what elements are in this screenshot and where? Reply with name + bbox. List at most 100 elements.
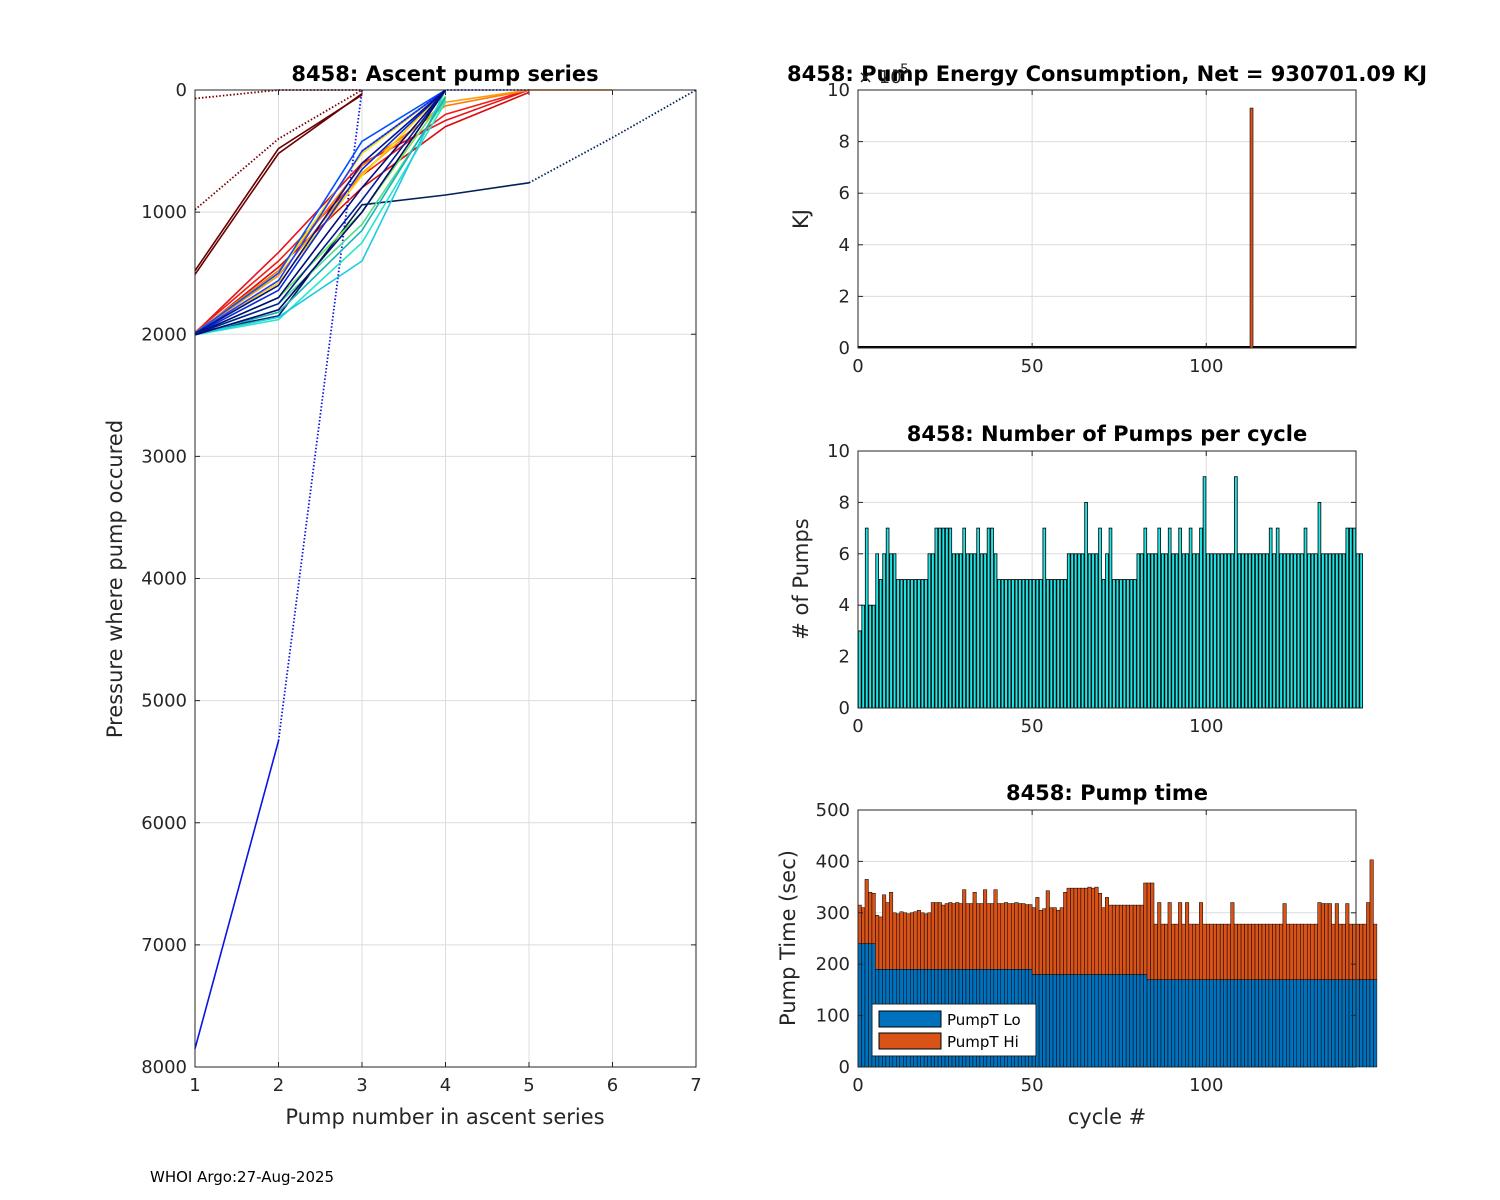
- pumps-bar: [1342, 553, 1346, 709]
- pumptime-bar-hi: [923, 913, 928, 970]
- pumps-bar: [885, 527, 890, 709]
- pumptime-bar-lo: [1042, 974, 1047, 1068]
- pumptime-bar-lo: [1052, 974, 1057, 1068]
- ascent-xtick-label: 2: [273, 1075, 284, 1096]
- pumptime-bar-lo: [1254, 979, 1259, 1068]
- pumptime-bar-hi: [896, 913, 901, 970]
- legend-swatch-hi: [878, 1032, 942, 1050]
- pumps-bar: [986, 527, 991, 709]
- pumps-bar: [1244, 553, 1249, 709]
- pumps-frame: [857, 450, 1357, 709]
- pumptime-bar-lo: [1352, 979, 1357, 1068]
- pumptime-bar-hi: [993, 889, 998, 970]
- pumptime-bar-lo: [1188, 979, 1193, 1068]
- pumps-bar: [903, 579, 907, 709]
- pumps-bar: [875, 553, 879, 709]
- pumptime-bar-hi: [1341, 923, 1346, 980]
- pumptime-bar-hi: [1272, 923, 1277, 980]
- pumptime-bar-hi: [871, 893, 876, 944]
- pumptime-bar-hi: [1038, 909, 1043, 975]
- pumptime-bar-hi: [1352, 923, 1357, 980]
- ascent-series-line: [194, 89, 447, 336]
- pumptime-bar-lo: [1045, 974, 1050, 1068]
- pumptime-bar-lo: [1251, 979, 1256, 1068]
- pumptime-bar-hi: [909, 912, 914, 970]
- pumps-ylabel: # of Pumps: [789, 518, 813, 640]
- pumptime-bar-hi: [976, 903, 981, 970]
- pumptime-bar-hi: [1366, 902, 1371, 980]
- pumps-bar: [1108, 527, 1113, 709]
- pumptime-bar-hi: [864, 879, 869, 944]
- pumps-bar: [1188, 527, 1193, 709]
- pumps-bar: [857, 630, 862, 709]
- pumptime-bar-lo: [1230, 979, 1235, 1068]
- pumps-bar: [1167, 527, 1172, 709]
- pumps-bar: [1153, 553, 1158, 709]
- pumptime-bar-hi: [1091, 887, 1096, 975]
- ascent-series-line: [194, 89, 446, 335]
- pumps-bar: [1331, 553, 1336, 709]
- pumptime-bar-hi: [1369, 859, 1374, 980]
- pumptime-bar-hi: [1268, 923, 1273, 980]
- pumptime-bar-lo: [864, 943, 869, 1068]
- pumptime-bar-lo: [1115, 974, 1120, 1068]
- pumps-bar: [1143, 527, 1148, 709]
- pumps-bar: [913, 579, 918, 709]
- ascent-series-line: [194, 101, 447, 336]
- ascent-xtick-label: 5: [523, 1075, 534, 1096]
- pumps-bar: [1345, 527, 1350, 709]
- ascent-frame: [194, 89, 697, 1068]
- pumps-bar: [976, 527, 980, 709]
- energy-ytick-label: 4: [839, 235, 850, 256]
- pumptime-bar-lo: [1174, 979, 1179, 1068]
- pumps-bar: [1119, 579, 1123, 709]
- pumptime-bar-hi: [1359, 923, 1364, 980]
- pumptime-bar-lo: [1313, 979, 1318, 1068]
- pumptime-bar-hi: [903, 912, 908, 970]
- pumptime-bar-lo: [1192, 979, 1197, 1068]
- pumptime-bar-lo: [1101, 974, 1106, 1068]
- pumptime-bar-hi: [1129, 904, 1134, 975]
- pumps-bar: [1223, 553, 1228, 709]
- legend-swatch-lo: [878, 1010, 942, 1028]
- pumps-bar: [997, 579, 1001, 709]
- pumptime-bar-hi: [1035, 897, 1040, 975]
- pumptime-bar-hi: [1293, 923, 1298, 980]
- pumptime-bar-lo: [1105, 974, 1109, 1068]
- pumps-bar: [882, 553, 886, 709]
- ascent-title: 8458: Ascent pump series: [291, 62, 598, 86]
- pumptime-bar-hi: [1313, 923, 1318, 980]
- pumptime-bar-hi: [1233, 923, 1238, 980]
- ascent-xtick-label: 7: [690, 1075, 701, 1096]
- pumptime-bar-hi: [1174, 923, 1179, 980]
- pumptime-bar-lo: [1366, 979, 1371, 1068]
- pumps-bar: [1213, 553, 1217, 709]
- pumptime-bar-hi: [1150, 882, 1155, 980]
- legend-label-lo: PumpT Lo: [947, 1011, 1021, 1029]
- pumptime-bar-hi: [1237, 923, 1242, 980]
- pumptime-bar-lo: [1136, 974, 1141, 1068]
- pumptime-bar-hi: [1331, 923, 1336, 980]
- pumptime-bar-hi: [1132, 904, 1137, 975]
- pumps-bar: [993, 553, 998, 709]
- pumptime-bar-hi: [1178, 902, 1183, 980]
- pumptime-bar-hi: [965, 903, 970, 970]
- pumptime-bar-hi: [899, 911, 904, 970]
- pumps-bar: [1056, 579, 1061, 709]
- ascent-ytick-label: 3000: [141, 446, 187, 467]
- pumps-bar: [1039, 579, 1043, 709]
- pumptime-bar-lo: [1244, 979, 1249, 1068]
- pumptime-bar-hi: [1028, 904, 1033, 970]
- pumptime-bar-lo: [1272, 979, 1277, 1068]
- ascent-ylabel: Pressure where pump occured: [103, 420, 127, 738]
- pumps-bar: [896, 579, 900, 709]
- pumptime-bar-lo: [1240, 979, 1245, 1068]
- pumps-bar: [1035, 579, 1040, 709]
- pumptime-bar-lo: [1108, 974, 1113, 1068]
- pumptime-bar-hi: [972, 891, 977, 970]
- pumptime-bar-hi: [1049, 907, 1054, 975]
- pumptime-bar-lo: [1139, 974, 1144, 1068]
- pumptime-bar-hi: [986, 903, 991, 970]
- ascent-xtick-label: 3: [356, 1075, 367, 1096]
- pumps-bar: [1136, 553, 1141, 709]
